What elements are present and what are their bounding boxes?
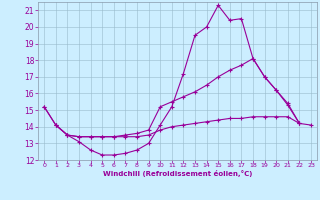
X-axis label: Windchill (Refroidissement éolien,°C): Windchill (Refroidissement éolien,°C) xyxy=(103,170,252,177)
